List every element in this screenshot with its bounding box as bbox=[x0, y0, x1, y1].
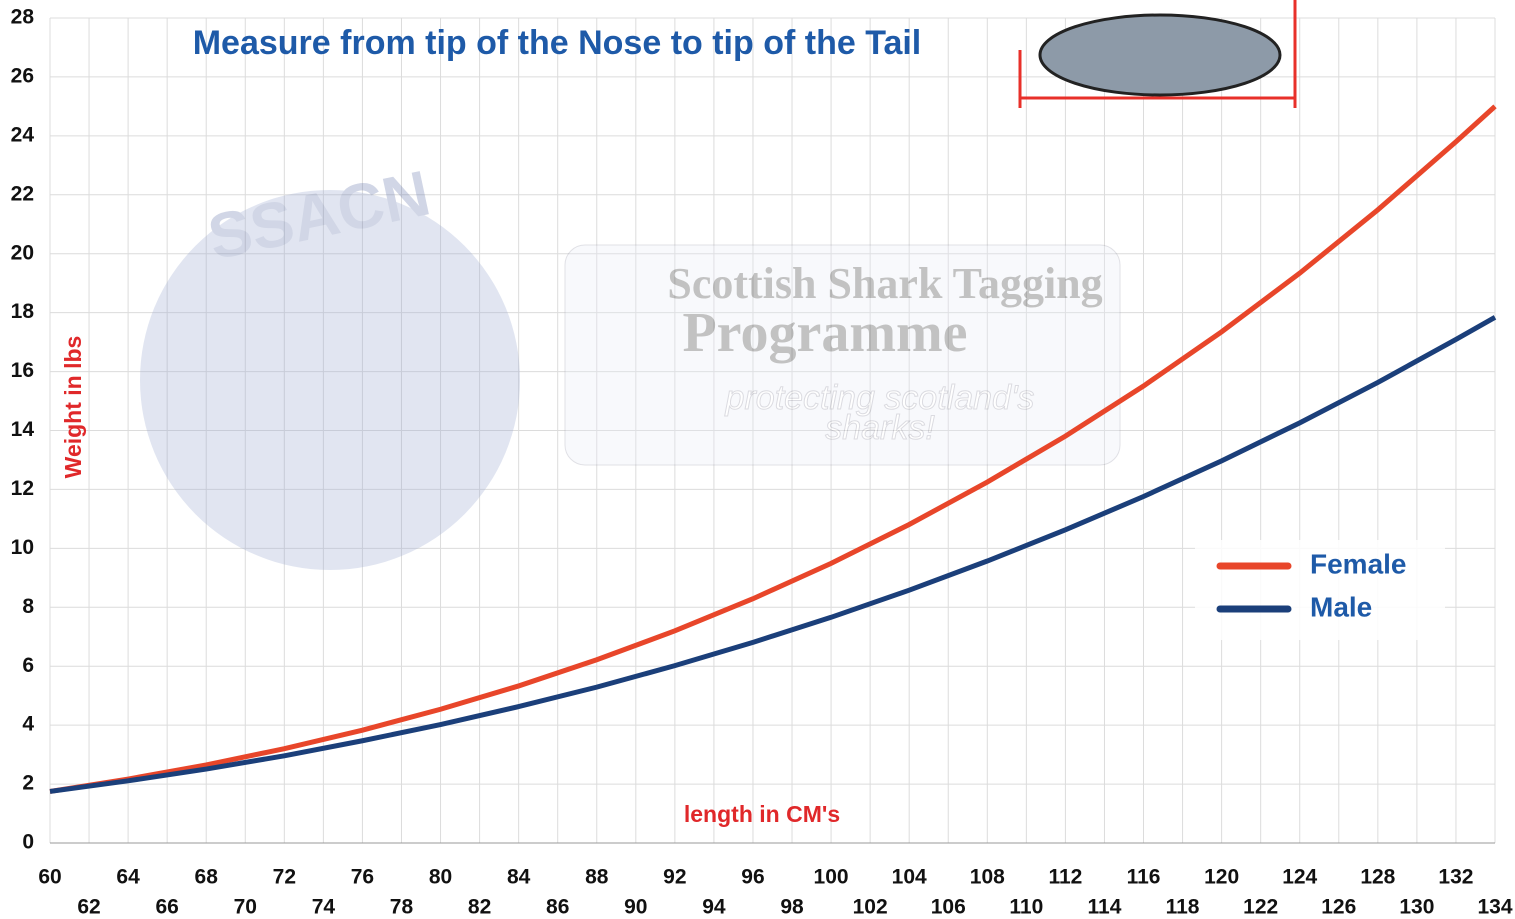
x-tick-label: 74 bbox=[312, 896, 336, 919]
x-tick-label: 128 bbox=[1360, 866, 1395, 889]
x-tick-label: 68 bbox=[195, 866, 219, 889]
y-tick-label: 14 bbox=[11, 418, 35, 441]
x-tick-label: 100 bbox=[814, 866, 849, 889]
x-tick-label: 132 bbox=[1438, 866, 1473, 889]
x-tick-label: 78 bbox=[390, 896, 414, 919]
x-tick-label: 66 bbox=[155, 896, 178, 919]
chart-subtitle: Measure from tip of the Nose to tip of t… bbox=[193, 24, 922, 62]
x-tick-label: 62 bbox=[77, 896, 100, 919]
legend-label: Female bbox=[1310, 548, 1407, 579]
x-tick-label: 118 bbox=[1166, 896, 1200, 919]
y-tick-label: 2 bbox=[22, 772, 34, 795]
chart: SSACN Scottish Shark Tagging Programme p… bbox=[0, 0, 1515, 919]
x-tick-label: 120 bbox=[1204, 866, 1239, 889]
x-tick-label: 82 bbox=[468, 896, 491, 919]
y-tick-label: 10 bbox=[11, 536, 34, 559]
y-tick-label: 24 bbox=[11, 123, 35, 146]
y-tick-label: 26 bbox=[11, 64, 34, 87]
x-tick-label: 84 bbox=[507, 866, 531, 889]
x-tick-label: 134 bbox=[1477, 896, 1512, 919]
x-tick-label: 60 bbox=[38, 866, 61, 889]
x-tick-label: 90 bbox=[624, 896, 647, 919]
x-tick-label: 94 bbox=[702, 896, 726, 919]
watermark-tagline2: sharks! bbox=[825, 409, 935, 447]
watermark: SSACN Scottish Shark Tagging Programme p… bbox=[140, 157, 1120, 570]
x-tick-label: 116 bbox=[1127, 866, 1161, 889]
x-axis-label: length in CM's bbox=[684, 801, 840, 827]
x-tick-label: 126 bbox=[1321, 896, 1356, 919]
y-tick-label: 4 bbox=[22, 713, 34, 736]
y-tick-label: 12 bbox=[11, 477, 34, 500]
x-tick-label: 76 bbox=[351, 866, 374, 889]
x-tick-label: 102 bbox=[853, 896, 888, 919]
x-tick-label: 124 bbox=[1282, 866, 1317, 889]
x-tick-label: 106 bbox=[931, 896, 966, 919]
y-tick-label: 18 bbox=[11, 300, 35, 323]
x-tick-label: 72 bbox=[273, 866, 296, 889]
y-tick-label: 0 bbox=[22, 831, 34, 854]
shark-diagram bbox=[1020, 0, 1295, 108]
y-tick-label: 6 bbox=[22, 654, 34, 677]
y-tick-label: 8 bbox=[22, 595, 34, 618]
legend: Female Male bbox=[1195, 540, 1445, 640]
x-tick-label: 86 bbox=[546, 896, 569, 919]
y-axis-label: Weight in lbs bbox=[60, 336, 86, 479]
y-tick-label: 20 bbox=[11, 241, 34, 264]
y-tick-label: 22 bbox=[11, 182, 34, 205]
y-tick-label: 16 bbox=[11, 359, 34, 382]
x-tick-label: 80 bbox=[429, 866, 452, 889]
x-tick-label: 112 bbox=[1048, 866, 1082, 889]
x-tick-label: 122 bbox=[1243, 896, 1278, 919]
x-tick-label: 108 bbox=[970, 866, 1005, 889]
x-tick-label: 92 bbox=[663, 866, 686, 889]
shark-icon bbox=[1040, 15, 1280, 95]
watermark-line1: Scottish Shark Tagging bbox=[667, 259, 1102, 308]
watermark-line2: Programme bbox=[682, 302, 967, 364]
y-tick-label: 28 bbox=[11, 6, 35, 29]
x-tick-label: 98 bbox=[780, 896, 804, 919]
legend-label: Male bbox=[1310, 591, 1372, 622]
x-tick-label: 104 bbox=[892, 866, 927, 889]
x-tick-label: 96 bbox=[741, 866, 764, 889]
x-tick-label: 70 bbox=[234, 896, 257, 919]
x-tick-label: 114 bbox=[1088, 896, 1122, 919]
x-tick-label: 88 bbox=[585, 866, 609, 889]
x-tick-label: 64 bbox=[116, 866, 140, 889]
x-tick-label: 110 bbox=[1009, 896, 1043, 919]
x-tick-label: 130 bbox=[1399, 896, 1434, 919]
